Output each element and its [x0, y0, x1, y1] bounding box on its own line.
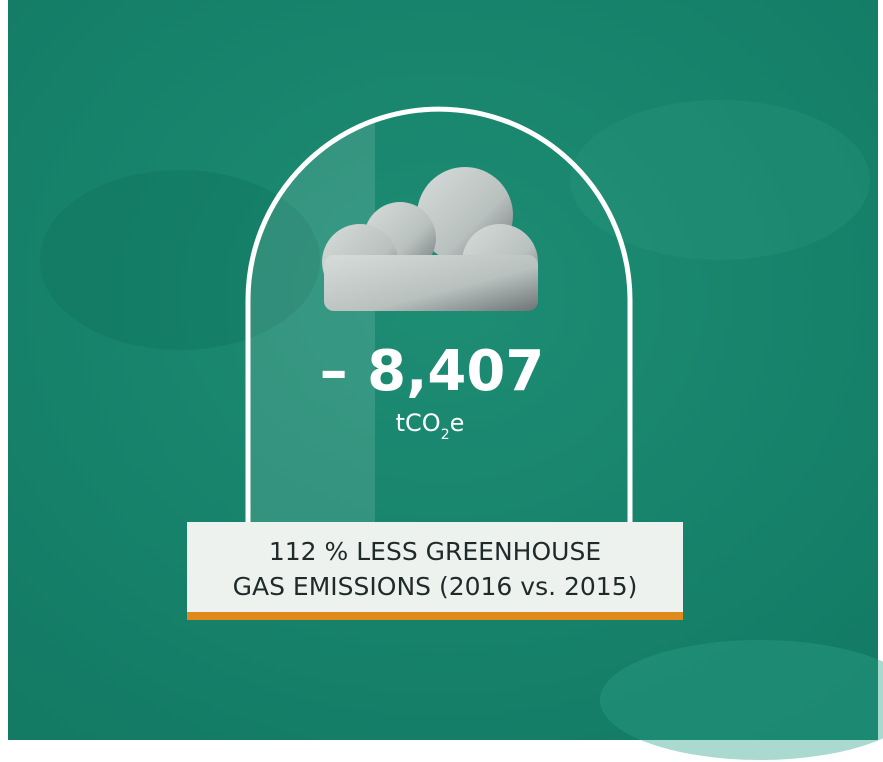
infographic: – 8,407 tCO2e 112 % LESS GREENHOUSE GAS …	[0, 0, 883, 762]
unit-subscript: 2	[441, 427, 450, 443]
banner-line: GAS EMISSIONS (2016 vs. 2015)	[233, 572, 638, 601]
texture	[570, 100, 870, 260]
unit-suffix: e	[450, 409, 465, 437]
banner-underline	[187, 612, 683, 620]
stat-value: – 8,407	[320, 339, 545, 404]
banner-line: 112 % LESS GREENHOUSE	[269, 537, 601, 566]
unit: tCO	[396, 409, 441, 437]
